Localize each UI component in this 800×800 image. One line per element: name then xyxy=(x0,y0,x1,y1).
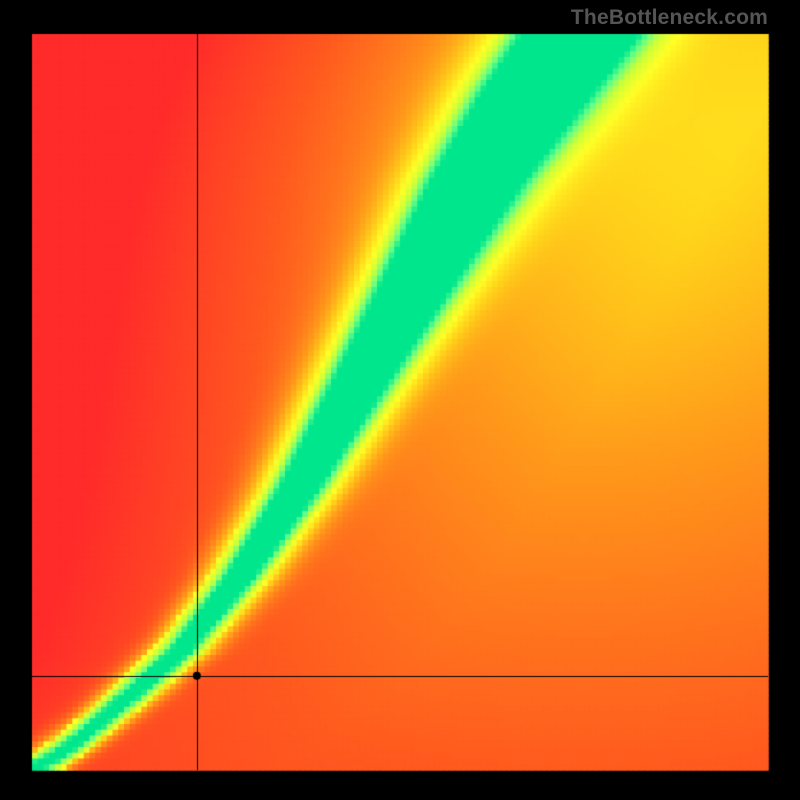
watermark-text: TheBottleneck.com xyxy=(571,6,768,30)
bottleneck-heatmap xyxy=(0,0,800,800)
